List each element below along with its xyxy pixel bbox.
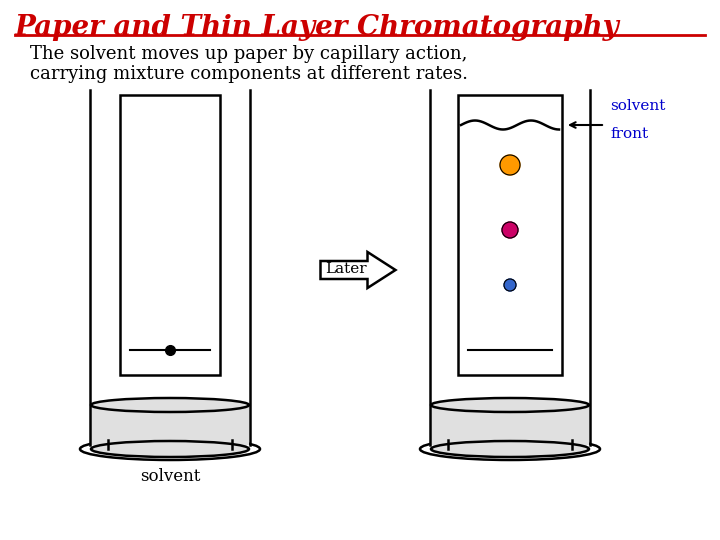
Circle shape [500,155,520,175]
Bar [458,95,562,375]
Text: The solvent moves up paper by capillary action,: The solvent moves up paper by capillary … [30,45,467,63]
Text: front: front [610,127,648,141]
Ellipse shape [420,438,600,460]
Bar [120,95,220,375]
Ellipse shape [431,441,589,457]
Bar [91,405,249,445]
Text: Later: Later [325,262,366,276]
Bar [431,405,589,445]
Ellipse shape [431,398,589,412]
Circle shape [504,279,516,291]
Text: solvent: solvent [140,468,200,485]
Circle shape [502,222,518,238]
Ellipse shape [91,441,249,457]
Text: solvent: solvent [610,99,665,113]
Text: carrying mixture components at different rates.: carrying mixture components at different… [30,65,468,83]
Ellipse shape [91,398,249,412]
Ellipse shape [80,438,260,460]
FancyArrow shape [320,252,395,288]
Text: Paper and Thin Layer Chromatography: Paper and Thin Layer Chromatography [15,14,620,41]
